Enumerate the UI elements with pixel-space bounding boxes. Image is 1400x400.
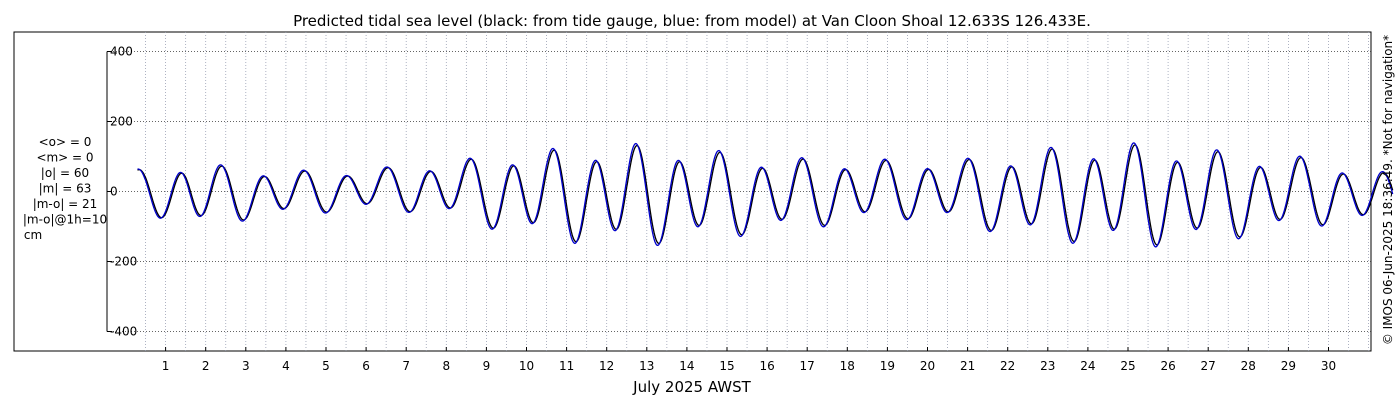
x-tick-label: 19 xyxy=(880,359,895,373)
x-tick-label: 26 xyxy=(1160,359,1175,373)
stats-line: |m-o|@1h=10 xyxy=(23,213,107,227)
x-tick-label: 25 xyxy=(1120,359,1135,373)
x-tick-label: 18 xyxy=(840,359,855,373)
stats-line: |m-o| = 21 xyxy=(33,197,98,211)
x-tick-label: 5 xyxy=(322,359,330,373)
stats-line: <m> = 0 xyxy=(36,151,93,165)
x-tick-label: 8 xyxy=(442,359,450,373)
chart-title: Predicted tidal sea level (black: from t… xyxy=(293,12,1091,30)
x-tick-label: 7 xyxy=(402,359,410,373)
x-tick-label: 3 xyxy=(242,359,250,373)
x-tick-label: 23 xyxy=(1040,359,1055,373)
x-tick-label: 11 xyxy=(559,359,574,373)
x-axis-label: July 2025 AWST xyxy=(632,378,751,396)
x-tick-label: 4 xyxy=(282,359,290,373)
grid-lines xyxy=(107,32,1371,351)
y-tick-label: 0 xyxy=(110,185,118,199)
x-tick-label: 14 xyxy=(679,359,694,373)
y-tick-label: 400 xyxy=(110,45,133,59)
y-tick-label: -200 xyxy=(110,255,137,269)
x-tick-label: 21 xyxy=(960,359,975,373)
x-axis: 1 2 3 4 5 6 7 8 9 10 11 12 13 14 15 16 17 18 19 20 21 22 23 24 2… xyxy=(162,347,1336,373)
stats-box: <o> = 0 <m> = 0|o| = 60 |m| = 63|m-o| = 21… xyxy=(23,135,107,242)
x-tick-label: 29 xyxy=(1281,359,1296,373)
x-tick-label: 20 xyxy=(920,359,935,373)
x-tick-label: 22 xyxy=(1000,359,1015,373)
stats-line: <o> = 0 xyxy=(39,135,92,149)
x-tick-label: 6 xyxy=(362,359,370,373)
x-tick-label: 1 xyxy=(162,359,170,373)
y-tick-label: -400 xyxy=(110,325,137,339)
x-tick-label: 10 xyxy=(519,359,534,373)
stats-line: |m| = 63 xyxy=(39,182,92,196)
x-tick-label: 27 xyxy=(1201,359,1216,373)
copyright-note: © IMOS 06-Jun-2025 18:36:49. *Not for na… xyxy=(1381,35,1395,345)
x-tick-label: 2 xyxy=(202,359,210,373)
x-tick-label: 12 xyxy=(599,359,614,373)
x-tick-label: 16 xyxy=(759,359,774,373)
x-tick-label: 13 xyxy=(639,359,654,373)
stats-line: cm xyxy=(24,228,42,242)
series-line-model xyxy=(137,142,1394,248)
x-tick-label: 9 xyxy=(483,359,491,373)
x-tick-label: 30 xyxy=(1321,359,1336,373)
y-tick-label: 200 xyxy=(110,115,133,129)
x-tick-label: 24 xyxy=(1080,359,1095,373)
x-tick-label: 28 xyxy=(1241,359,1256,373)
x-tick-label: 17 xyxy=(800,359,815,373)
stats-line: |o| = 60 xyxy=(41,166,89,180)
x-tick-label: 15 xyxy=(719,359,734,373)
y-axis: -400 -200 0 200 400 xyxy=(106,45,137,339)
